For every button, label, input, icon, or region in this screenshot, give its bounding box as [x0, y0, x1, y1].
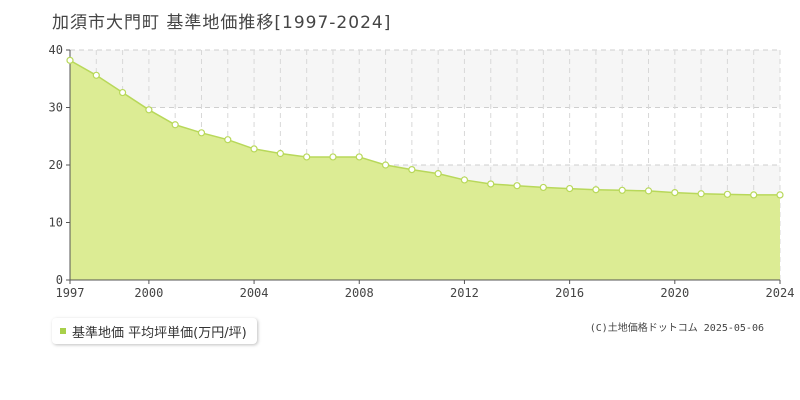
- data-point: [66, 56, 74, 64]
- data-point: [224, 136, 232, 144]
- x-tick-label: 2020: [660, 286, 689, 300]
- data-point: [303, 153, 311, 161]
- plot-band: [70, 50, 780, 108]
- data-point: [355, 153, 363, 161]
- data-point: [118, 88, 127, 97]
- data-point: [197, 129, 206, 137]
- data-points: [66, 56, 784, 199]
- data-point: [145, 106, 153, 114]
- data-point: [329, 153, 337, 161]
- data-point: [250, 145, 258, 153]
- data-point: [460, 176, 469, 184]
- y-tick-labels: 0 10 20 30 40: [49, 43, 63, 287]
- data-point: [592, 186, 600, 194]
- data-point: [408, 166, 416, 174]
- data-point: [434, 170, 442, 178]
- data-point: [776, 191, 784, 199]
- y-tick-label: 0: [56, 273, 63, 287]
- x-tick-label: 2000: [134, 286, 163, 300]
- data-point: [381, 161, 390, 169]
- data-point: [618, 186, 626, 194]
- series-line: [69, 59, 780, 196]
- data-point: [723, 190, 732, 198]
- data-point: [276, 149, 284, 158]
- x-tick-label: 2016: [555, 286, 584, 300]
- data-point: [671, 189, 679, 197]
- data-point: [539, 183, 547, 192]
- legend-label: 基準地価 平均坪単価(万円/坪): [72, 325, 247, 341]
- y-tick-label: 20: [49, 158, 63, 172]
- series-area: [70, 60, 780, 280]
- y-tick-label: 30: [49, 101, 63, 115]
- x-tick-label: 2024: [766, 286, 795, 300]
- data-point: [644, 187, 653, 195]
- legend-swatch: [60, 328, 66, 334]
- y-tick-label: 40: [49, 43, 63, 57]
- data-point: [697, 190, 705, 198]
- axes: [66, 49, 781, 284]
- x-tick-labels: 1997 2000 2004 2008 2012 2016 2020 2024: [56, 286, 795, 300]
- data-point: [171, 121, 179, 129]
- data-point: [750, 191, 758, 199]
- x-tick-label: 2004: [240, 286, 269, 300]
- chart-title: 加須市大門町 基準地価推移[1997-2024]: [52, 13, 392, 33]
- area-fill-layer: [69, 59, 780, 280]
- data-point: [487, 180, 495, 188]
- data-point: [513, 182, 521, 190]
- data-point: [92, 71, 100, 79]
- data-point: [566, 184, 574, 193]
- x-tick-label: 2012: [450, 286, 479, 300]
- legend: 基準地価 平均坪単価(万円/坪): [52, 318, 257, 344]
- x-tick-label: 1997: [56, 286, 85, 300]
- y-tick-label: 10: [49, 216, 63, 230]
- x-tick-label: 2008: [345, 286, 374, 300]
- credit-text: (C)土地価格ドットコム 2025-05-06: [589, 323, 764, 334]
